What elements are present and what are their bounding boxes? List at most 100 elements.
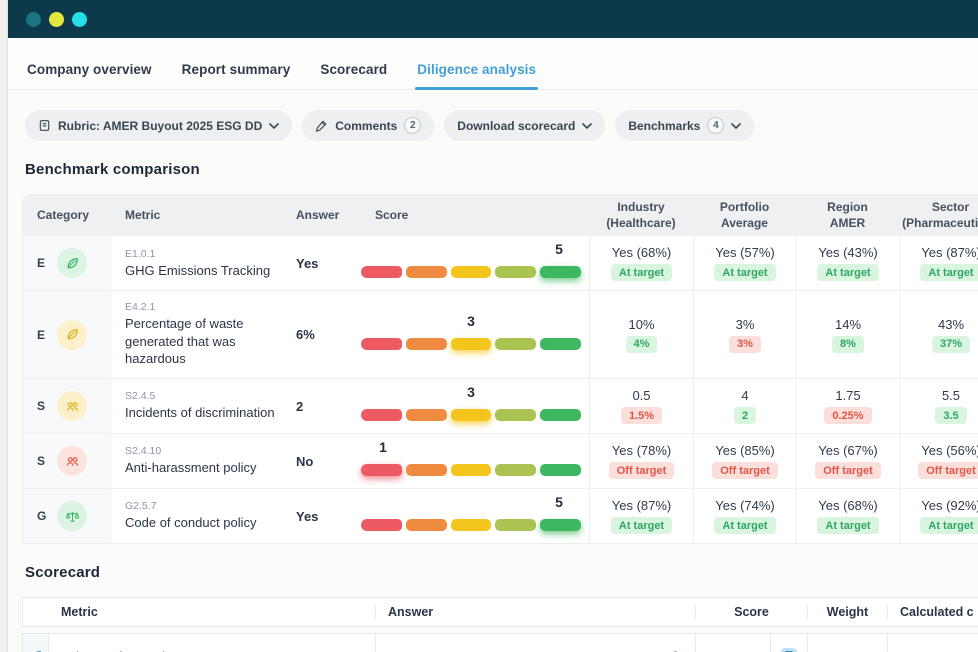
window-titlebar <box>8 0 978 38</box>
score-value: 5 <box>555 494 563 511</box>
score-bar <box>361 409 581 422</box>
score-scale: 5 <box>361 494 581 536</box>
column-header-metric: Metric <box>125 208 161 223</box>
table-row[interactable]: Industry of operation Insurance 10 <box>22 633 978 652</box>
scorecard-metric: Industry of operation <box>49 634 376 652</box>
benchmark-value: 43% <box>937 316 965 332</box>
status-badge: 37% <box>931 335 971 353</box>
column-header-sector: Sector (Pharmaceutical) <box>899 195 978 235</box>
status-badge: 0.25% <box>824 407 872 425</box>
rubric-icon <box>39 120 50 131</box>
toolbar: Rubric: AMER Buyout 2025 ESG DD Comments… <box>8 90 978 141</box>
metric-name: GHG Emissions Tracking <box>125 262 271 278</box>
window-dot-2[interactable] <box>49 11 64 27</box>
people-icon <box>57 391 87 422</box>
status-badge: At target <box>817 517 879 535</box>
status-badge: Off target <box>918 462 978 480</box>
metric-name: Anti-harassment policy <box>125 460 257 476</box>
calculator-button[interactable] <box>771 634 808 652</box>
score-value: 5 <box>555 241 563 258</box>
metric-code: S2.4.10 <box>125 445 162 458</box>
tab-company-overview[interactable]: Company overview <box>27 62 152 77</box>
benchmark-value: 3% <box>735 316 755 332</box>
score-bar <box>361 464 581 477</box>
tab-diligence-analysis[interactable]: Diligence analysis <box>415 52 538 90</box>
scorecard-calculated <box>888 634 978 652</box>
table-row: S S2.4.5 Incidents of discrimination 2 3… <box>23 378 978 434</box>
status-badge: 3% <box>729 335 761 353</box>
rubric-selector[interactable]: Rubric: AMER Buyout 2025 ESG DD <box>25 110 293 141</box>
leaf-icon <box>23 634 49 652</box>
status-badge: At target <box>714 264 776 282</box>
benchmark-value: Yes (87%) <box>921 245 978 261</box>
chevron-down-icon <box>582 122 593 129</box>
benchmark-value: Yes (87%) <box>611 498 672 514</box>
category-letter: S <box>37 454 46 469</box>
scale-icon <box>57 501 87 532</box>
scorecard-answer: Insurance <box>388 649 445 652</box>
metric-code: G2.5.7 <box>125 500 157 513</box>
window-dot-3[interactable] <box>72 11 87 27</box>
benchmark-value: 1.75 <box>835 388 861 404</box>
main-content: Rubric: AMER Buyout 2025 ESG DD Comments… <box>8 90 978 652</box>
download-label: Download scorecard <box>457 118 576 133</box>
pencil-icon <box>315 120 327 132</box>
tab-report-summary[interactable]: Report summary <box>181 62 291 77</box>
category-letter: S <box>37 399 46 414</box>
metric-name: Incidents of discrimination <box>125 405 275 421</box>
header-line: (Pharmaceutical) <box>902 216 978 231</box>
score-bar <box>361 519 581 532</box>
metric-code: E1.0.1 <box>125 247 156 260</box>
status-badge: 8% <box>832 335 864 353</box>
scorecard-table: Metric Answer Score Weight Calculated c … <box>22 597 978 652</box>
benchmark-value: Yes (57%) <box>715 245 775 261</box>
status-badge: At target <box>610 264 673 282</box>
answer-value: 2 <box>296 398 304 414</box>
comments-label: Comments <box>335 118 398 133</box>
leaf-icon <box>57 248 87 279</box>
benchmark-value: Yes (78%) <box>611 443 672 459</box>
category-letter: E <box>37 327 46 342</box>
benchmark-comparison-title: Benchmark comparison <box>25 161 200 178</box>
benchmark-value: Yes (67%) <box>818 443 878 459</box>
metric-code: S2.4.5 <box>125 390 156 403</box>
status-badge: 4% <box>625 335 658 353</box>
benchmark-value: Yes (74%) <box>715 498 775 514</box>
comments-button[interactable]: Comments 2 <box>302 110 435 141</box>
benchmarks-count: 4 <box>707 117 725 134</box>
status-badge: At target <box>817 264 879 282</box>
benchmark-value: Yes (43%) <box>818 245 878 261</box>
scorecard-header-weight: Weight <box>808 605 888 620</box>
benchmarks-label: Benchmarks <box>628 118 701 133</box>
scorecard-header-calculated: Calculated c <box>900 605 974 620</box>
benchmark-value: Yes (85%) <box>715 443 775 459</box>
download-scorecard-button[interactable]: Download scorecard <box>444 110 606 141</box>
benchmark-value: Yes (68%) <box>818 498 878 514</box>
lock-icon <box>673 650 678 652</box>
table-row: E E4.2.1 Percentage of waste generated t… <box>23 290 978 379</box>
scorecard-header-score: Score <box>696 605 808 620</box>
score-scale: 3 <box>361 384 581 426</box>
window-dot-1[interactable] <box>26 11 41 27</box>
benchmark-value: Yes (56%) <box>921 443 978 459</box>
table-row: E E1.0.1 GHG Emissions Tracking Yes 5 Ye… <box>23 235 978 291</box>
scorecard-header-metric: Metric <box>49 605 376 620</box>
tab-scorecard[interactable]: Scorecard <box>320 62 388 77</box>
column-header-category: Category <box>37 208 90 223</box>
scorecard-weight <box>808 634 888 652</box>
score-bar <box>361 337 581 350</box>
window-left-margin <box>0 0 8 652</box>
column-header-portfolio: Portfolio Average <box>693 195 796 235</box>
header-line: Industry <box>617 200 665 214</box>
answer-value: Yes <box>296 255 319 271</box>
answer-value: No <box>296 453 314 469</box>
scorecard-header-answer: Answer <box>376 605 696 620</box>
benchmark-value: 10% <box>628 316 655 332</box>
benchmarks-selector[interactable]: Benchmarks 4 <box>615 110 755 141</box>
header-line: Region <box>827 200 868 214</box>
score-value: 3 <box>467 384 475 401</box>
metric-name: Percentage of waste generated that was h… <box>125 316 244 367</box>
status-badge: 2 <box>733 407 757 425</box>
header-line: Sector <box>931 200 970 214</box>
comments-count: 2 <box>404 117 422 134</box>
